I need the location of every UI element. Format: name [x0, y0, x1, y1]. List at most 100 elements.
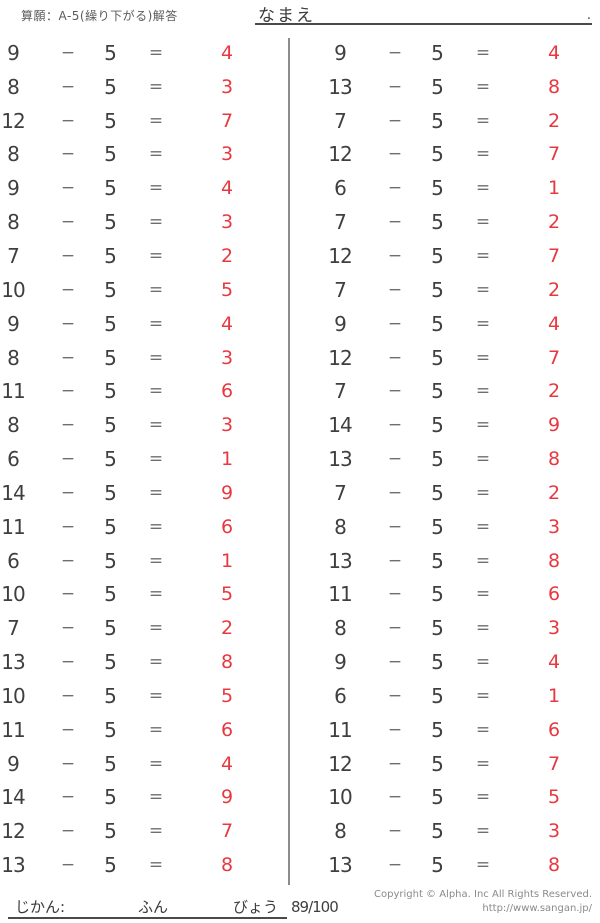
time-label: じかん:: [15, 898, 66, 916]
problem-row: 7 − 5 = 2: [327, 476, 600, 510]
subtrahend: 5: [104, 853, 117, 878]
subtrahend: 5: [104, 548, 117, 573]
minuend: 7: [7, 243, 20, 268]
minuend: 8: [7, 413, 20, 438]
subtrahend: 5: [431, 142, 444, 167]
name-field: なまえ .: [255, 0, 592, 26]
minus-operator: −: [60, 719, 76, 740]
minus-operator: −: [387, 42, 403, 63]
equals-sign: =: [475, 584, 491, 605]
subtrahend: 5: [431, 650, 444, 675]
score-value: 89/100: [291, 898, 339, 916]
subtrahend: 5: [104, 447, 117, 472]
answer: 7: [547, 244, 561, 267]
problem-row: 9 − 5 = 4: [327, 36, 600, 70]
problem-row: 8 − 5 = 3: [0, 205, 283, 239]
equals-sign: =: [475, 415, 491, 436]
problem-row: 12 − 5 = 7: [327, 747, 600, 781]
problem-row: 8 − 5 = 3: [327, 814, 600, 848]
problem-row: 6 − 5 = 1: [0, 442, 283, 476]
answer: 5: [220, 278, 234, 301]
minus-operator: −: [60, 212, 76, 233]
subtrahend: 5: [431, 243, 444, 268]
answer: 6: [547, 583, 561, 606]
minuend: 12: [1, 819, 25, 844]
equals-sign: =: [148, 381, 164, 402]
equals-sign: =: [148, 110, 164, 131]
equals-sign: =: [148, 212, 164, 233]
problem-row: 7 − 5 = 2: [0, 611, 283, 645]
problem-row: 9 − 5 = 4: [0, 747, 283, 781]
minus-operator: −: [60, 821, 76, 842]
answer: 6: [220, 718, 234, 741]
answer: 7: [547, 346, 561, 369]
subtrahend: 5: [431, 277, 444, 302]
minuend: 8: [334, 616, 347, 641]
copyright-line1: Copyright © Alpha. Inc All Rights Reserv…: [374, 889, 592, 900]
equals-sign: =: [475, 855, 491, 876]
problem-row: 10 − 5 = 5: [0, 273, 283, 307]
equals-sign: =: [148, 144, 164, 165]
minus-operator: −: [387, 245, 403, 266]
minus-operator: −: [60, 415, 76, 436]
equals-sign: =: [475, 110, 491, 131]
problem-row: 11 − 5 = 6: [327, 578, 600, 612]
equals-sign: =: [475, 652, 491, 673]
answer: 9: [220, 786, 234, 809]
subtrahend: 5: [104, 582, 117, 607]
minus-operator: −: [60, 245, 76, 266]
name-label: なまえ: [258, 6, 315, 26]
equals-sign: =: [475, 178, 491, 199]
equals-sign: =: [148, 482, 164, 503]
answer: 5: [220, 684, 234, 707]
equals-sign: =: [475, 381, 491, 402]
minuend: 7: [334, 480, 347, 505]
answer: 1: [547, 177, 561, 200]
problem-row: 9 − 5 = 4: [0, 307, 283, 341]
minuend: 11: [1, 514, 25, 539]
answer: 3: [220, 143, 234, 166]
minuend: 6: [7, 548, 20, 573]
minuend: 8: [7, 345, 20, 370]
subtrahend: 5: [104, 717, 117, 742]
answer: 3: [220, 211, 234, 234]
minus-operator: −: [60, 685, 76, 706]
time-field: じかん: ふん びょう: [8, 893, 287, 919]
minuend: 7: [7, 616, 20, 641]
equals-sign: =: [148, 516, 164, 537]
answer: 5: [547, 786, 561, 809]
minuend: 12: [328, 142, 352, 167]
minuend: 9: [334, 311, 347, 336]
subtrahend: 5: [104, 683, 117, 708]
minus-operator: −: [387, 652, 403, 673]
answer: 4: [220, 177, 234, 200]
minuend: 10: [328, 785, 352, 810]
equals-sign: =: [148, 76, 164, 97]
equals-sign: =: [148, 313, 164, 334]
answer: 2: [547, 278, 561, 301]
minus-operator: −: [60, 449, 76, 470]
answer: 2: [220, 617, 234, 640]
problem-row: 11 − 5 = 6: [0, 510, 283, 544]
minuend: 11: [1, 379, 25, 404]
answer: 6: [220, 515, 234, 538]
problem-row: 13 − 5 = 8: [327, 544, 600, 578]
minus-operator: −: [60, 550, 76, 571]
equals-sign: =: [148, 787, 164, 808]
answer: 7: [220, 820, 234, 843]
minus-operator: −: [60, 855, 76, 876]
subtrahend: 5: [104, 650, 117, 675]
minus-operator: −: [387, 584, 403, 605]
answer: 4: [547, 651, 561, 674]
copyright-line2: http://www.sangan.jp/: [482, 902, 592, 914]
problem-row: 13 − 5 = 8: [0, 848, 283, 882]
equals-sign: =: [148, 42, 164, 63]
minuend: 14: [328, 413, 352, 438]
subtrahend: 5: [431, 480, 444, 505]
answer: 1: [220, 448, 234, 471]
equals-sign: =: [475, 753, 491, 774]
subtrahend: 5: [431, 785, 444, 810]
problem-row: 14 − 5 = 9: [327, 408, 600, 442]
minus-operator: −: [60, 753, 76, 774]
minuend: 9: [7, 176, 20, 201]
